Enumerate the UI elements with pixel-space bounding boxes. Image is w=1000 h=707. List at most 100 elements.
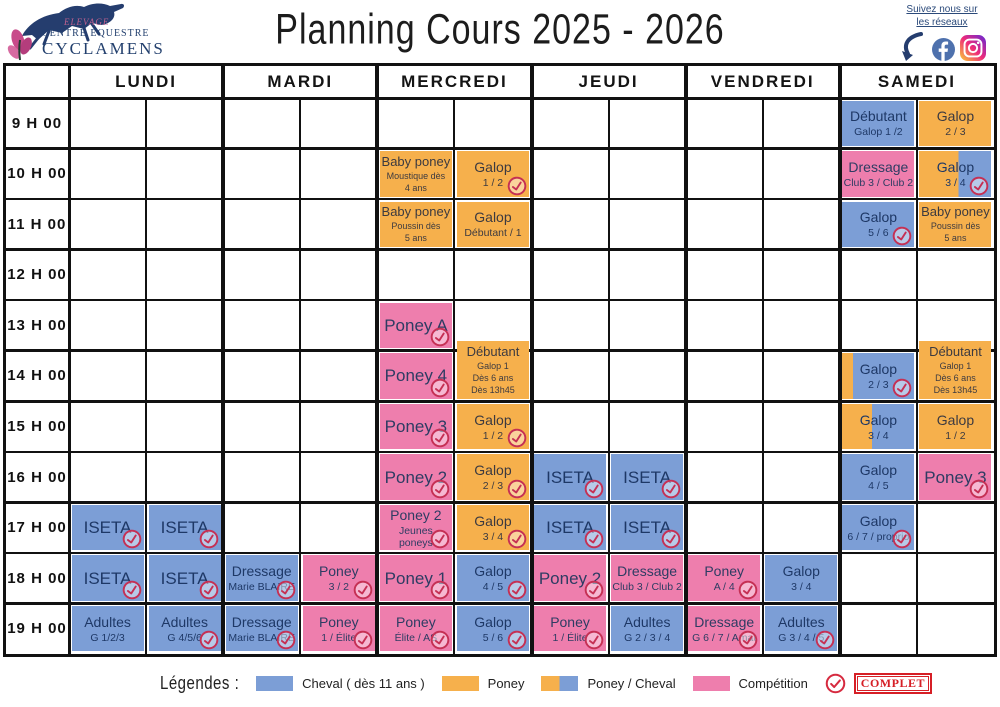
course-subtitle: G 1/2/3 (90, 631, 125, 644)
complet-check-icon (738, 631, 758, 650)
course-subtitle: A / 4 (713, 581, 735, 594)
course-block: Galop 4 / 5 (456, 555, 529, 601)
course-subtitle: Moustique dès (386, 170, 446, 181)
complet-check-icon (430, 378, 450, 398)
complet-check-icon (584, 479, 604, 499)
grid-hline (6, 298, 994, 302)
course-block: Baby poney Poussin dès 5 ans (379, 201, 452, 248)
course-subtitle: 5 / 6 (482, 631, 504, 644)
course-block: Galop 3 / 4 (765, 555, 838, 601)
complet-check-icon (816, 631, 835, 650)
course-block: Baby poney Poussin dès 5 ans (919, 201, 992, 248)
course-title: ISETA (546, 467, 594, 487)
course-title: ISETA (623, 467, 672, 487)
hour-label: 11 H 00 (7, 215, 67, 233)
day-header-lundi: LUNDI (115, 72, 178, 91)
complet-check-icon (661, 479, 681, 499)
course-block: Débutant Galop 1 Dès 6 ans Dès 13h45 (919, 340, 992, 399)
hour-label: 19 H 00 (7, 620, 67, 638)
complet-check-icon (893, 530, 912, 549)
complet-check-icon (430, 530, 450, 549)
legend-swatch-pink (692, 675, 730, 691)
course-title: Débutant (849, 108, 907, 125)
course-title: ISETA (160, 568, 209, 588)
complet-check-icon (199, 580, 218, 600)
grid-hline (6, 450, 994, 454)
course-block: Galop 1 / 2 (456, 151, 529, 197)
hour-label: 10 H 00 (7, 165, 67, 183)
instagram-icon[interactable] (959, 35, 986, 61)
complet-check-icon (430, 631, 450, 650)
complet-check-icon (507, 429, 527, 448)
course-title: Galop (936, 158, 975, 175)
course-title: Adultes (84, 613, 131, 630)
complet-check-icon (738, 580, 758, 600)
logo-line-elevage: ELEVAGE (64, 17, 110, 27)
course-subtitle: 1 / 2 (482, 176, 504, 189)
course-subtitle: Dès 13h45 (471, 384, 515, 395)
course-subtitle: 3 / 4 (482, 530, 504, 543)
course-subtitle: G 4/5/6 (167, 631, 202, 644)
social-follow-line2[interactable]: les réseaux (916, 17, 968, 28)
grid-vline (683, 66, 688, 654)
course-title: Dressage (848, 158, 909, 175)
course-title: Poney 3 (384, 417, 448, 437)
complet-check-icon (199, 530, 218, 549)
course-subtitle: 1 / Élite (552, 631, 588, 644)
course-title: Baby poney (921, 204, 990, 220)
course-title: Poney (318, 563, 359, 580)
course-title: Adultes (777, 613, 825, 630)
complet-check-icon (507, 479, 527, 499)
course-subtitle: Club 3 / Club 2 (612, 581, 682, 594)
social-follow-line1[interactable]: Suivez nous sur (906, 4, 978, 15)
course-subtitle: 1 / Élite (321, 631, 357, 644)
legend-swatch-orange (441, 675, 479, 691)
course-title: Galop (474, 512, 512, 529)
social-follow-link[interactable]: Suivez nous sur les réseaux (892, 3, 992, 29)
grid-vline (761, 98, 764, 654)
course-block: Galop 3 / 4 (842, 403, 915, 450)
course-block: ISETA (148, 555, 221, 601)
course-title: Poney 2 (384, 467, 448, 487)
course-subtitle: 5 ans (404, 233, 427, 244)
day-header-vendredi: VENDREDI (710, 72, 815, 91)
logo-line-centre-equestre: CENTRE EQUESTRE (42, 28, 150, 39)
course-subtitle: Galop 1 (477, 360, 509, 371)
course-title: Baby poney (381, 204, 451, 220)
course-block: Poney A (379, 302, 452, 349)
course-subtitle: Poussin dès (930, 221, 980, 232)
course-block: Galop Débutant / 1 (456, 201, 529, 248)
course-title: ISETA (546, 518, 594, 538)
course-block: ISETA (71, 555, 144, 601)
course-block: Débutant Galop 1 Dès 6 ans Dès 13h45 (456, 340, 529, 399)
facebook-icon[interactable] (931, 38, 955, 61)
complet-check-icon (122, 530, 141, 549)
course-block: Dressage G 6 / 7 / Amat (688, 605, 761, 652)
course-title: Poney 2 (538, 568, 602, 588)
course-title: ISETA (83, 568, 132, 588)
course-block: Adultes G 4/5/6 (148, 605, 221, 652)
course-title: Dressage (231, 613, 292, 630)
course-title: Poney (550, 613, 590, 630)
course-block: Galop 5 / 6 (842, 201, 915, 248)
hour-label: 13 H 00 (7, 316, 67, 334)
course-block: Poney 1 (379, 555, 452, 601)
grid-vline (607, 98, 610, 654)
grid-hline (6, 602, 994, 605)
hour-label: 15 H 00 (7, 418, 67, 436)
course-block: Dressage Club 3 / Club 2 (611, 555, 684, 601)
course-block: Poney 3 (919, 454, 992, 500)
course-subtitle: G 2 / 3 / 4 (624, 631, 671, 644)
course-block: ISETA (611, 454, 684, 500)
course-title: Galop (474, 158, 512, 175)
course-title: Poney (318, 613, 359, 630)
complet-check-icon (661, 530, 681, 549)
complet-check-icon (584, 580, 604, 600)
grid-vline (145, 98, 148, 654)
complet-check-icon (430, 580, 450, 600)
hour-label: 18 H 00 (7, 569, 67, 587)
complet-check-icon (893, 226, 912, 246)
course-title: Galop (859, 209, 898, 226)
day-header-mardi: MARDI (267, 72, 334, 91)
grid-vline (529, 66, 534, 654)
